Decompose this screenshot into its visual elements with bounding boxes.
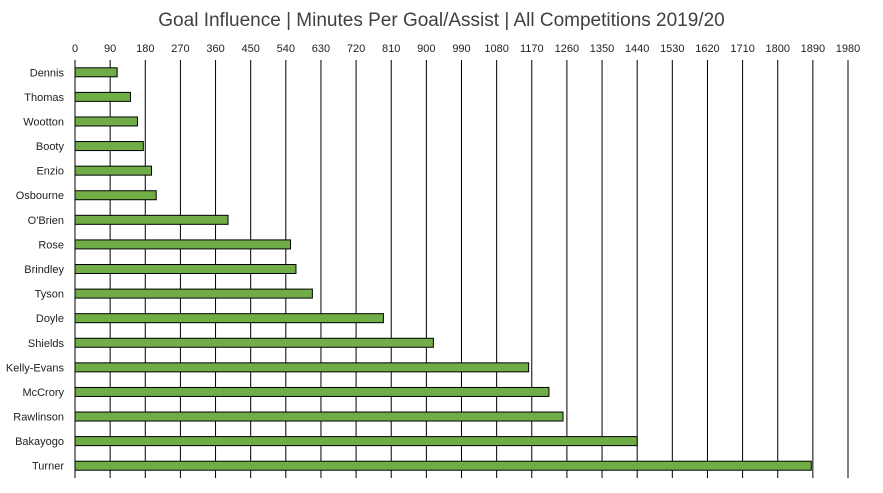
bar (74, 116, 138, 127)
x-tick-label: 90 (104, 43, 116, 55)
x-tick-label: 360 (206, 43, 224, 55)
category-label: Shields (28, 338, 65, 350)
category-label: Turner (32, 461, 64, 473)
x-tick-label: 1350 (590, 43, 614, 55)
category-label: Dennis (30, 67, 65, 79)
x-tick-label: 1170 (520, 43, 544, 55)
x-tick-label: 630 (312, 43, 330, 55)
category-label: Booty (36, 141, 65, 153)
category-label: Rawlinson (13, 412, 64, 424)
x-tick-label: 450 (242, 43, 260, 55)
category-label: Tyson (35, 289, 64, 301)
bar (74, 91, 131, 102)
x-tick-label: 900 (417, 43, 435, 55)
bar (74, 165, 153, 176)
category-label: Brindley (24, 264, 64, 276)
x-tick-label: 1710 (730, 43, 754, 55)
bar (74, 362, 530, 373)
x-tick-label: 1080 (484, 43, 508, 55)
x-tick-label: 270 (171, 43, 189, 55)
bar (74, 239, 292, 250)
chart-title: Goal Influence | Minutes Per Goal/Assist… (158, 10, 725, 31)
bar (74, 436, 638, 447)
x-tick-label: 1890 (801, 43, 825, 55)
bar (74, 288, 313, 299)
category-label: Osbourne (16, 190, 64, 202)
x-tick-label: 1260 (555, 43, 579, 55)
x-tick-label: 720 (347, 43, 365, 55)
x-tick-label: 1620 (695, 43, 719, 55)
bar (74, 141, 144, 152)
bar (74, 313, 384, 324)
category-label: Kelly-Evans (6, 362, 65, 374)
x-tick-label: 990 (452, 43, 470, 55)
bar (74, 460, 812, 471)
bar (74, 386, 550, 397)
x-tick-label: 810 (382, 43, 400, 55)
bar (74, 214, 229, 225)
category-label: Doyle (36, 313, 64, 325)
bar (74, 411, 564, 422)
x-tick-label: 1980 (836, 43, 860, 55)
bar (74, 67, 118, 78)
category-label: Thomas (24, 92, 64, 104)
category-label: Bakayogo (15, 436, 64, 448)
category-label: O'Brien (28, 215, 64, 227)
x-tick-label: 1800 (765, 43, 789, 55)
x-tick-label: 1530 (660, 43, 684, 55)
bar (74, 190, 157, 201)
category-label: Rose (38, 239, 64, 251)
x-tick-label: 540 (277, 43, 295, 55)
bar (74, 264, 297, 274)
x-tick-label: 1440 (625, 43, 649, 55)
category-label: McCrory (22, 387, 64, 399)
x-tick-label: 180 (136, 43, 154, 55)
x-tick-label: 0 (72, 43, 78, 55)
bar (74, 337, 434, 348)
category-label: Enzio (36, 166, 64, 178)
category-label: Wootton (23, 116, 64, 128)
